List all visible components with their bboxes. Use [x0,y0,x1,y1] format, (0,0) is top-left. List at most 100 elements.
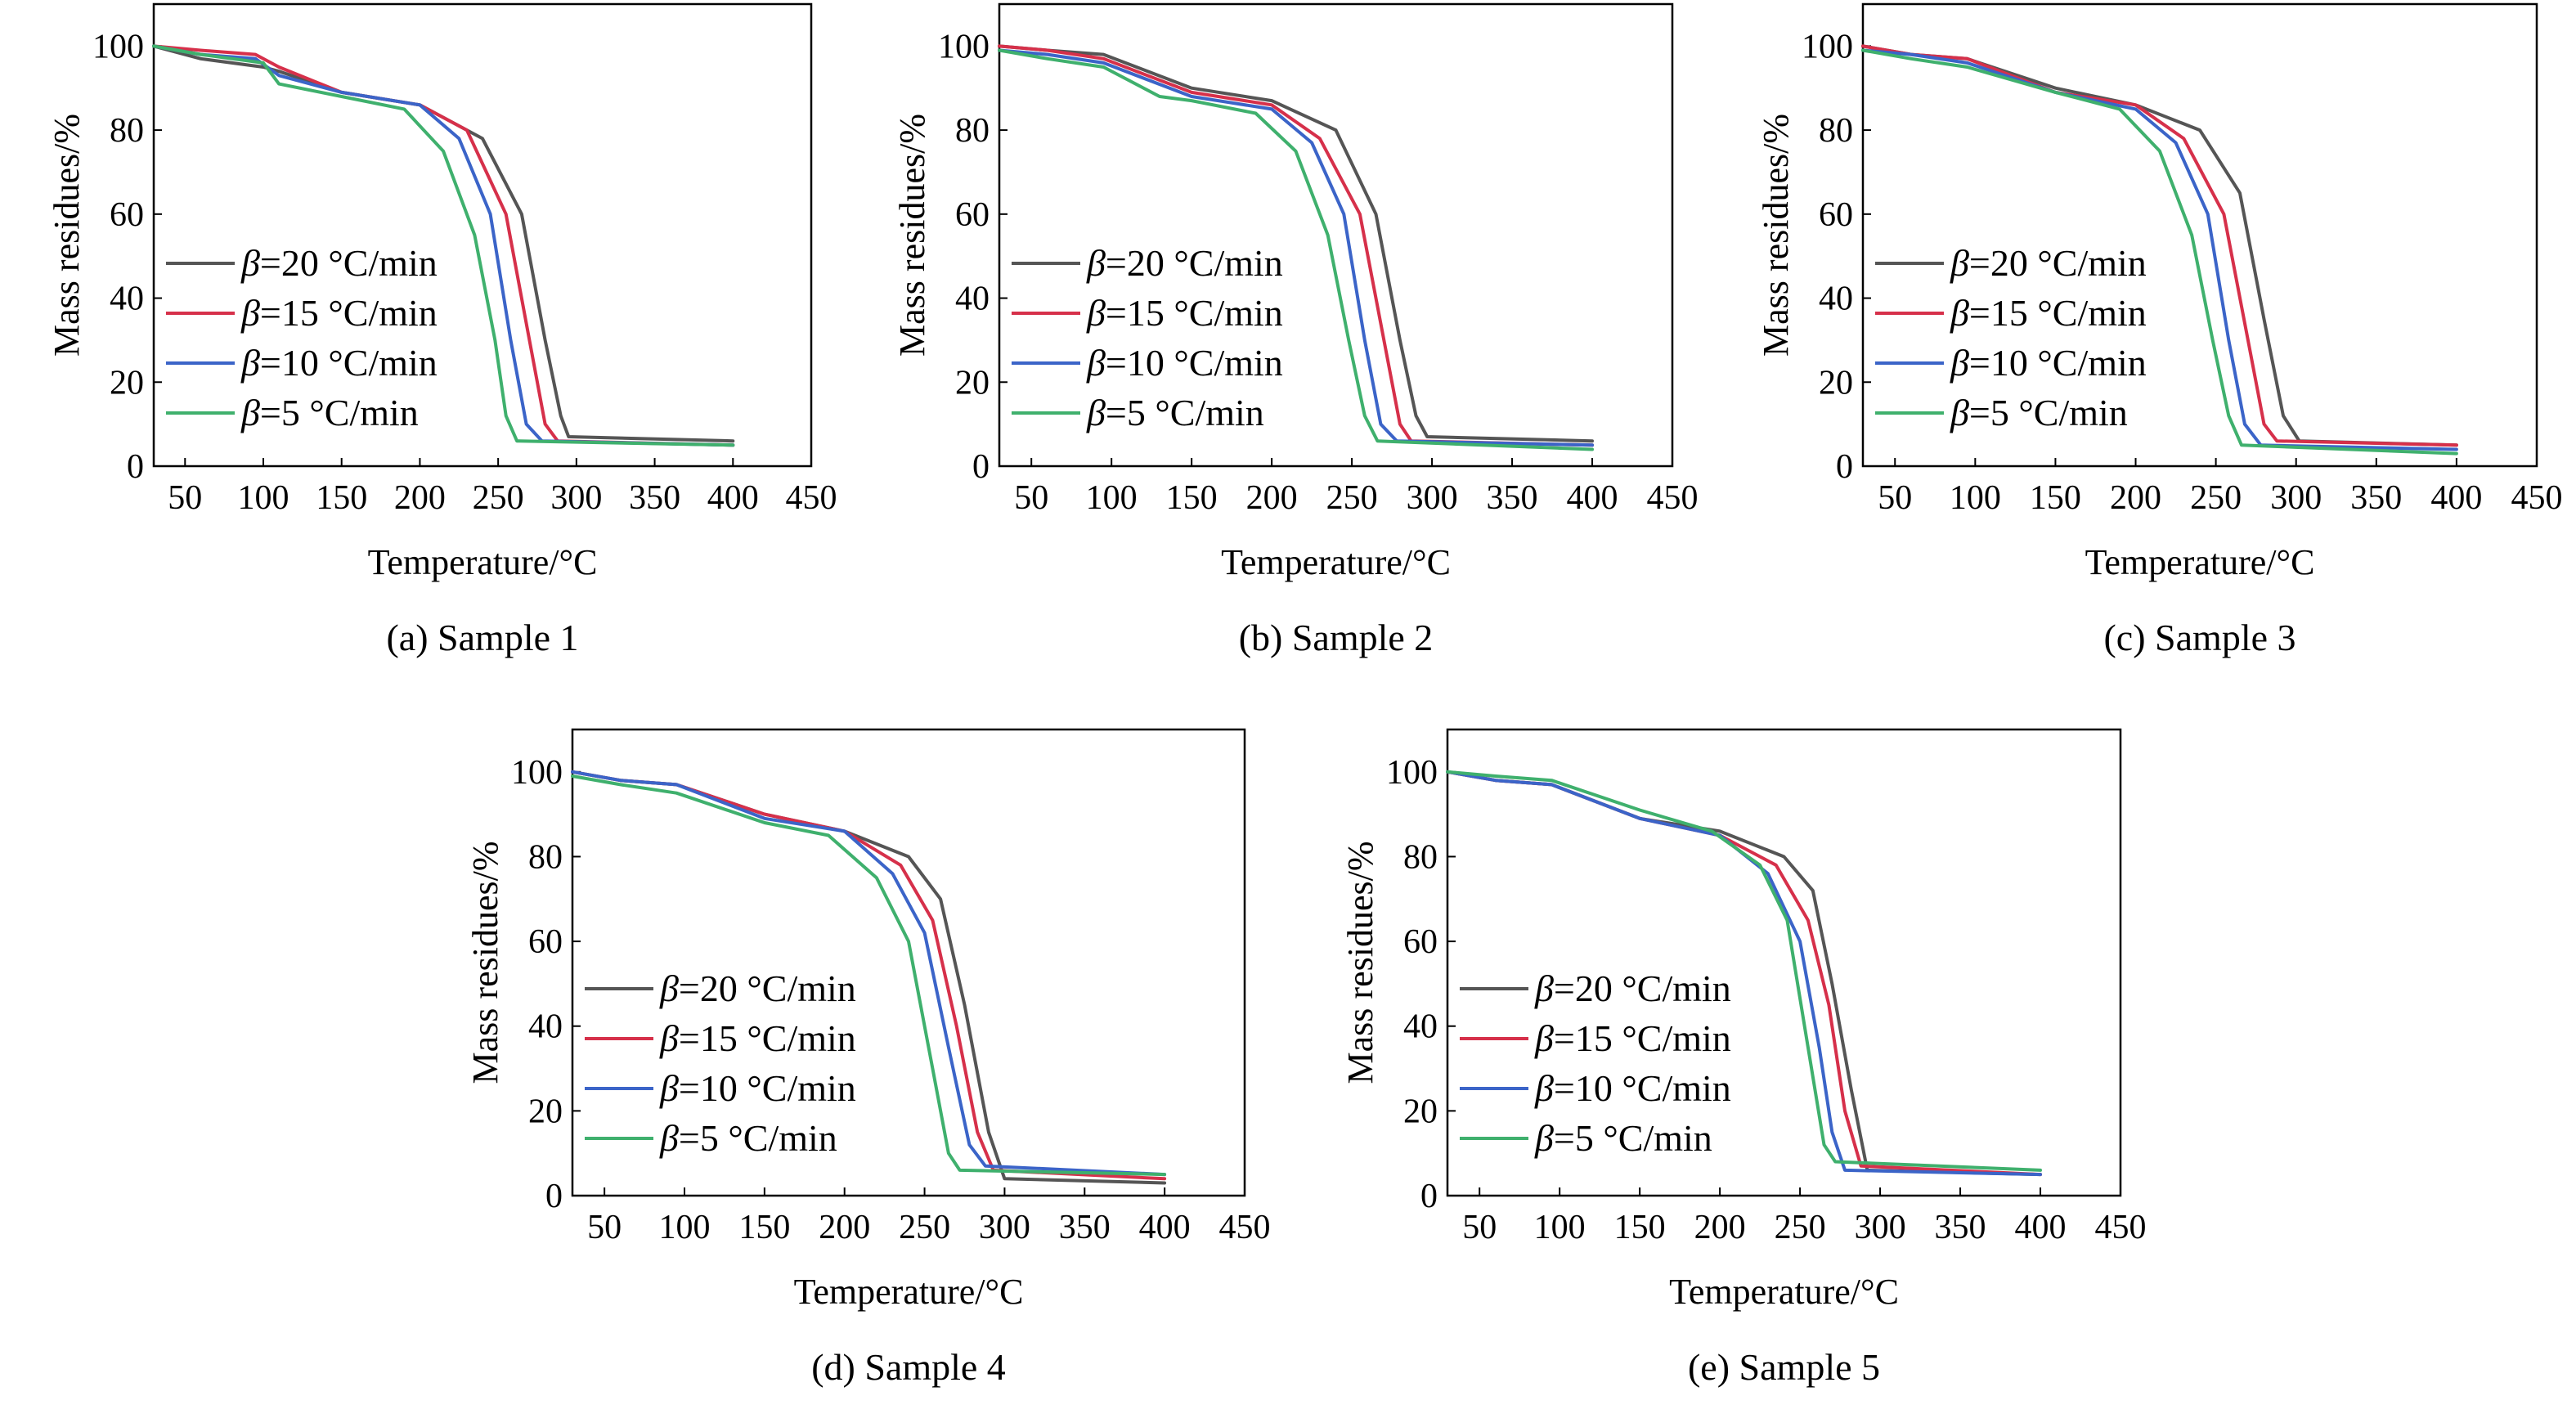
x-tick-label: 50 [587,1209,622,1246]
y-tick-label: 60 [1819,196,1853,234]
legend-item: β=20 °C/min [166,242,438,284]
series-line-beta-15-c-min [1861,44,2458,447]
legend-label: β=20 °C/min [1950,242,2147,284]
series-line-beta-5-c-min [152,44,735,447]
y-tick-label: 20 [955,364,990,402]
legend-item: β=10 °C/min [166,342,438,384]
x-tick-label: 100 [238,479,289,517]
x-tick-label: 300 [550,479,602,517]
legend-label: β=10 °C/min [659,1067,856,1109]
x-tick-label: 250 [899,1209,950,1246]
x-axis-title: Temperature/°C [1221,542,1451,582]
legend-item: β=15 °C/min [585,1017,856,1059]
legend-label: β=5 °C/min [1950,392,2128,433]
legend-label: β=10 °C/min [1950,342,2147,384]
legend-label: β=10 °C/min [1534,1067,1731,1109]
legend-label: β=20 °C/min [1086,242,1283,284]
y-axis-title: Mass residues/% [1756,114,1796,357]
legend-label: β=5 °C/min [240,392,419,433]
series-line-beta-5-c-min [571,774,1167,1177]
legend-label: β=10 °C/min [1086,342,1283,384]
x-tick-label: 350 [2350,479,2402,517]
y-tick-label: 0 [127,448,144,486]
legend-item: β=5 °C/min [585,1117,837,1159]
y-tick-label: 20 [110,364,144,402]
legend-item: β=10 °C/min [1012,342,1283,384]
y-tick-label: 40 [110,281,144,318]
x-tick-label: 100 [1086,479,1138,517]
x-tick-label: 450 [2511,479,2563,517]
legend-label: β=15 °C/min [1086,292,1283,334]
x-tick-label: 400 [2430,479,2482,517]
legend-label: β=5 °C/min [1086,392,1264,433]
legend-label: β=5 °C/min [1534,1117,1712,1159]
x-tick-label: 200 [394,479,446,517]
x-tick-label: 200 [819,1209,870,1246]
x-tick-label: 150 [1166,479,1218,517]
legend-item: β=5 °C/min [1460,1117,1712,1159]
y-tick-label: 60 [955,196,990,234]
legend-item: β=20 °C/min [1460,967,1731,1009]
chart-panel-5: 0 20 40 60 80 100 50 100 150 200 250 300 350 400 450 β=… [1340,728,2147,1388]
series-line-beta-5-c-min [1446,770,2042,1172]
y-tick-label: 20 [1819,364,1853,402]
y-axis-title: Mass residues/% [465,842,505,1084]
y-tick-label: 0 [545,1178,563,1215]
chart-panel-1: 0 20 40 60 80 100 50 100 150 200 250 300 350 400 450 β=… [47,2,837,658]
series-line-beta-10-c-min [1861,48,2458,451]
x-tick-label: 250 [1775,1209,1826,1246]
legend-label: β=5 °C/min [659,1117,837,1159]
series-line-beta-15-c-min [152,44,735,447]
y-tick-label: 100 [938,28,990,65]
x-tick-label: 300 [2270,479,2322,517]
y-tick-label: 100 [92,28,144,65]
y-tick-label: 20 [528,1093,563,1130]
x-tick-label: 300 [1407,479,1458,517]
legend-item: β=20 °C/min [585,967,856,1009]
panel-caption: (e) Sample 5 [1688,1346,1880,1388]
y-tick-label: 0 [972,448,990,486]
x-tick-label: 450 [786,479,837,517]
y-tick-label: 60 [110,196,144,234]
x-tick-label: 250 [473,479,524,517]
legend-item: β=15 °C/min [166,292,438,334]
y-axis-title: Mass residues/% [47,114,87,357]
x-tick-label: 400 [1567,479,1618,517]
legend-item: β=5 °C/min [1012,392,1264,433]
y-tick-label: 80 [528,838,563,876]
legend-label: β=15 °C/min [240,292,438,334]
panel-caption: (c) Sample 3 [2103,617,2296,658]
legend-item: β=20 °C/min [1012,242,1283,284]
x-axis-title: Temperature/°C [1669,1272,1899,1312]
x-tick-label: 450 [1647,479,1699,517]
x-tick-label: 300 [1855,1209,1906,1246]
x-tick-label: 150 [2030,479,2081,517]
x-axis-title: Temperature/°C [368,542,598,582]
legend-label: β=15 °C/min [659,1017,856,1059]
x-tick-label: 400 [707,479,759,517]
y-tick-label: 100 [1802,28,1853,65]
x-tick-label: 250 [1326,479,1378,517]
x-tick-label: 450 [1219,1209,1271,1246]
legend-item: β=15 °C/min [1460,1017,1731,1059]
x-tick-label: 350 [1059,1209,1111,1246]
x-tick-label: 150 [316,479,367,517]
x-tick-label: 400 [1139,1209,1191,1246]
y-tick-label: 20 [1403,1093,1438,1130]
x-tick-label: 350 [629,479,680,517]
series-line-beta-5-c-min [998,48,1594,451]
x-tick-label: 350 [1935,1209,1986,1246]
legend-label: β=15 °C/min [1534,1017,1731,1059]
x-tick-label: 200 [1694,1209,1746,1246]
legend-label: β=15 °C/min [1950,292,2147,334]
y-tick-label: 0 [1836,448,1853,486]
panel-caption: (b) Sample 2 [1239,617,1434,658]
legend-item: β=20 °C/min [1875,242,2147,284]
x-tick-label: 150 [738,1209,790,1246]
legend-label: β=20 °C/min [1534,967,1731,1009]
chart-panel-2: 0 20 40 60 80 100 50 100 150 200 250 300 350 400 450 β=… [892,2,1699,658]
y-tick-label: 80 [110,112,144,150]
y-tick-label: 80 [1403,838,1438,876]
x-tick-label: 50 [1462,1209,1497,1246]
